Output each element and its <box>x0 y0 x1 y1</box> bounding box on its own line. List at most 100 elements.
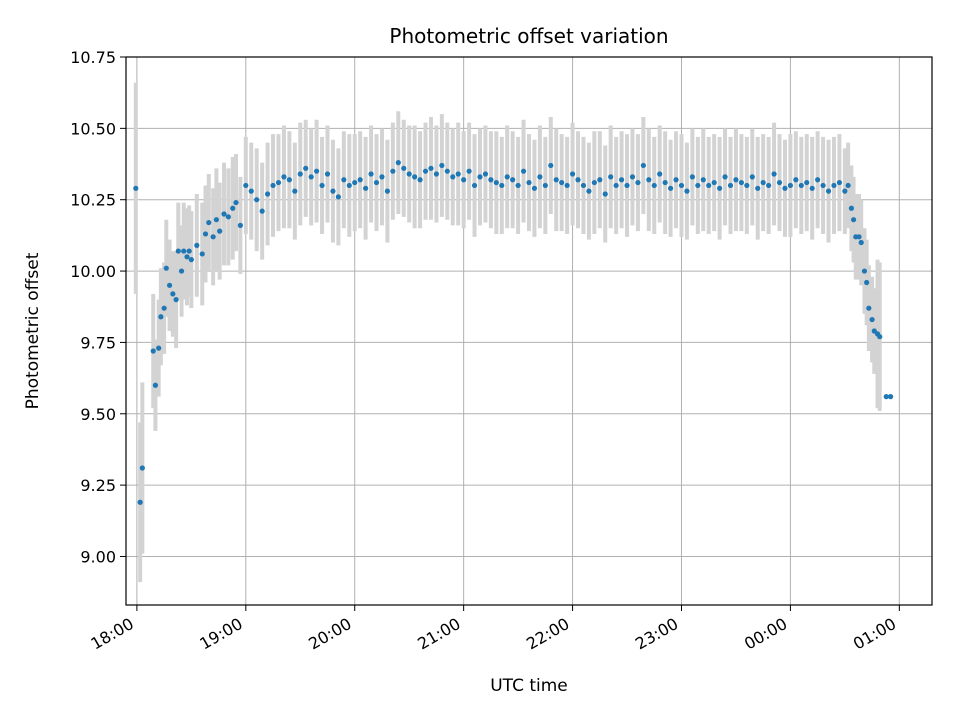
data-point <box>727 182 734 189</box>
data-point <box>733 177 739 183</box>
data-point <box>608 174 614 180</box>
x-tick-label: 18:00 <box>87 614 136 654</box>
data-point <box>877 334 883 340</box>
data-point <box>303 165 309 171</box>
x-tick-label: 23:00 <box>632 614 681 654</box>
data-point <box>281 174 287 180</box>
data-point <box>657 171 663 177</box>
data-point <box>259 208 265 214</box>
data-point <box>275 179 282 186</box>
data-point <box>618 177 625 183</box>
data-point <box>793 177 799 183</box>
data-point <box>678 182 685 189</box>
data-point <box>542 182 548 189</box>
data-point <box>450 174 456 180</box>
chart-title: Photometric offset variation <box>389 24 668 48</box>
data-point <box>700 177 706 183</box>
data-point <box>439 162 445 169</box>
data-point <box>526 179 532 186</box>
data-point <box>466 168 472 174</box>
data-point <box>809 185 815 191</box>
data-point <box>717 185 723 191</box>
data-point <box>842 188 848 194</box>
data-point <box>455 171 461 177</box>
data-point <box>856 234 862 240</box>
data-point <box>564 182 570 189</box>
data-point <box>433 171 440 177</box>
data-point <box>314 168 320 174</box>
x-tick-label: 21:00 <box>414 614 463 654</box>
data-point <box>428 165 434 171</box>
data-point <box>412 174 418 180</box>
data-point <box>864 279 870 286</box>
data-point <box>537 174 543 180</box>
data-point <box>477 174 483 180</box>
data-point <box>580 182 587 189</box>
data-point <box>173 297 179 303</box>
data-point <box>292 188 298 194</box>
data-point <box>640 162 646 169</box>
data-point <box>188 257 194 263</box>
data-point <box>417 177 423 183</box>
data-point <box>444 168 450 174</box>
data-point <box>499 182 505 189</box>
data-point <box>471 182 478 189</box>
data-point <box>194 242 200 248</box>
error-bars <box>133 82 882 583</box>
data-point <box>152 382 159 388</box>
data-point <box>711 179 717 186</box>
data-point <box>760 179 766 186</box>
data-point <box>575 177 581 183</box>
data-point <box>798 182 804 189</box>
data-point <box>341 177 347 183</box>
data-point <box>602 191 608 197</box>
data-point <box>646 177 652 183</box>
data-point <box>624 182 630 189</box>
data-point <box>248 188 254 194</box>
y-tick-label: 9.75 <box>80 333 116 352</box>
data-point <box>206 219 212 226</box>
data-point <box>270 182 276 189</box>
data-point <box>782 185 788 191</box>
data-point <box>820 182 826 189</box>
data-point <box>461 177 467 183</box>
data-point <box>297 171 303 177</box>
plot-frame <box>125 56 933 606</box>
data-point <box>395 160 401 166</box>
data-point <box>379 174 385 180</box>
data-point <box>848 205 855 211</box>
data-point <box>510 177 516 183</box>
data-point <box>738 179 744 186</box>
data-point <box>186 248 192 254</box>
data-point <box>766 182 772 189</box>
data-point <box>133 185 139 191</box>
y-tick-label: 10.50 <box>70 119 116 138</box>
y-tick-label: 9.50 <box>80 405 116 424</box>
data-point <box>335 194 341 200</box>
data-point <box>254 197 260 203</box>
data-point <box>569 171 576 177</box>
x-axis-label: UTC time <box>490 676 568 696</box>
y-tick-label: 10.75 <box>70 48 116 67</box>
y-tick-label: 10.25 <box>70 191 116 210</box>
data-point <box>357 177 363 183</box>
data-point <box>831 182 837 189</box>
x-tick-label: 00:00 <box>741 614 790 654</box>
data-point <box>776 179 783 186</box>
data-point <box>836 179 843 186</box>
data-point <box>137 499 143 505</box>
data-point <box>866 305 872 311</box>
data-point <box>373 179 380 186</box>
data-point <box>651 182 657 189</box>
data-point <box>181 248 187 254</box>
data-point <box>787 182 794 189</box>
data-point <box>158 314 164 320</box>
data-point <box>161 305 167 311</box>
data-point <box>591 179 597 186</box>
y-axis-label: Photometric offset <box>23 252 43 409</box>
data-point <box>139 465 145 471</box>
data-point <box>861 268 868 274</box>
data-point <box>684 188 690 194</box>
